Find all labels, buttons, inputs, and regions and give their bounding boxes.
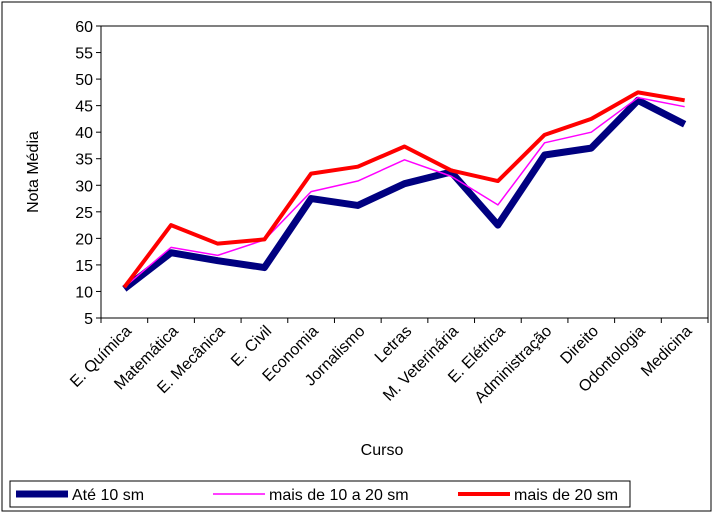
y-tick-label: 10	[75, 284, 93, 301]
y-tick-label: 20	[75, 231, 93, 248]
y-tick-label: 45	[75, 99, 93, 116]
y-tick-label: 50	[75, 72, 93, 89]
series-line	[122, 90, 685, 289]
y-tick-label: 25	[75, 205, 93, 222]
series-line	[123, 96, 685, 288]
legend-label: mais de 10 a 20 sm	[269, 487, 409, 504]
y-tick-label: 5	[84, 311, 93, 328]
y-tick-label: 35	[75, 152, 93, 169]
legend-label: Até 10 sm	[72, 487, 144, 504]
legend-label: mais de 20 sm	[514, 487, 618, 504]
y-tick-label: 30	[75, 178, 93, 195]
y-axis-title: Nota Média	[25, 131, 42, 213]
legend-box	[9, 480, 631, 508]
series-line	[122, 96, 687, 292]
y-tick-label: 15	[75, 258, 93, 275]
y-tick-label: 60	[75, 19, 93, 36]
y-tick-label: 55	[75, 46, 93, 63]
y-tick-label: 40	[75, 125, 93, 142]
x-axis-title: Curso	[361, 442, 404, 459]
plot-frame	[100, 25, 709, 319]
